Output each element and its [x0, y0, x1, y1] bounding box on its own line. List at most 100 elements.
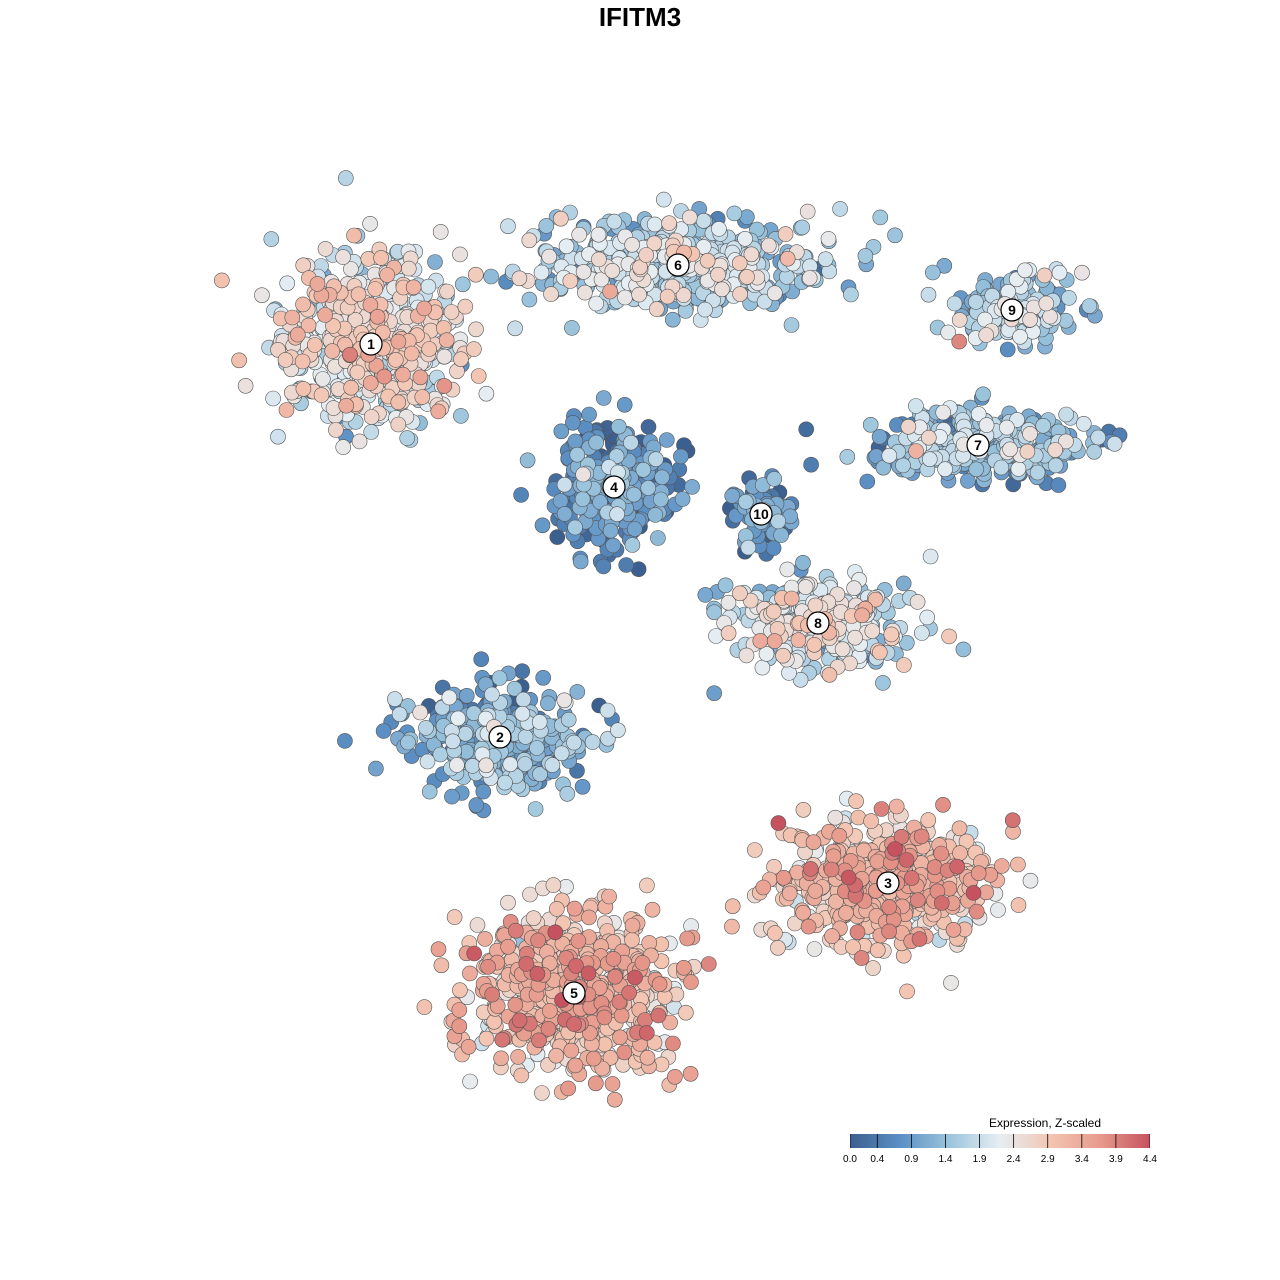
cell-point-cluster-1 — [337, 170, 354, 186]
cell-point-cluster-6 — [779, 250, 796, 267]
cell-point-cluster-5 — [616, 1044, 633, 1061]
cell-point-cluster-3 — [899, 983, 915, 1000]
cell-point-cluster-1 — [335, 249, 351, 265]
cell-point-cluster-5 — [446, 909, 463, 925]
cell-point-cluster-7 — [1050, 477, 1067, 493]
legend-gradient — [850, 1134, 1150, 1148]
cell-point-cluster-4 — [623, 434, 639, 451]
cell-point-cluster-2 — [559, 785, 576, 802]
cluster-label-text: 8 — [814, 615, 822, 631]
cell-point-cluster-2 — [574, 778, 591, 795]
cell-point-cluster-4 — [602, 522, 619, 539]
cell-point-cluster-7 — [1047, 442, 1063, 458]
cell-point-cluster-4 — [616, 396, 633, 413]
cell-point-cluster-7 — [1029, 464, 1046, 481]
cell-point-cluster-8 — [806, 636, 823, 653]
cell-point-cluster-4 — [553, 423, 570, 440]
cell-point-cluster-6 — [783, 317, 800, 333]
cell-point-cluster-6 — [710, 266, 726, 283]
cell-point-cluster-5 — [665, 1035, 681, 1052]
cell-point-cluster-9 — [1042, 308, 1058, 325]
cell-point-cluster-1 — [317, 307, 333, 323]
cell-point-cluster-8 — [797, 579, 814, 595]
cell-point-cluster-5 — [650, 1007, 667, 1024]
cell-point-cluster-6 — [617, 289, 633, 306]
cell-point-cluster-3 — [853, 950, 870, 966]
cell-point-cluster-3 — [881, 923, 897, 940]
cell-point-cluster-7 — [908, 443, 924, 459]
cell-point-cluster-5 — [452, 982, 468, 999]
cell-point-cluster-8 — [717, 577, 734, 594]
cell-point-cluster-1 — [335, 439, 352, 455]
cell-point-cluster-2 — [491, 670, 508, 686]
cell-point-cluster-7 — [1086, 443, 1102, 460]
cell-point-cluster-8 — [766, 633, 783, 649]
cell-point-cluster-4 — [581, 406, 597, 423]
cell-point-cluster-7 — [798, 421, 815, 438]
cell-point-cluster-4 — [595, 558, 612, 575]
cell-point-cluster-2 — [412, 704, 429, 721]
cell-point-cluster-8 — [720, 625, 737, 642]
cell-point-cluster-6 — [483, 268, 499, 285]
cell-point-cluster-3 — [823, 861, 840, 878]
cell-point-cluster-1 — [390, 333, 407, 350]
cell-point-cluster-5 — [580, 965, 597, 982]
cell-point-cluster-1 — [452, 246, 468, 263]
cell-point-cluster-1 — [317, 241, 334, 257]
cell-point-cluster-3 — [903, 870, 920, 886]
cell-point-cluster-8 — [854, 607, 870, 624]
cell-point-cluster-3 — [865, 960, 881, 976]
cell-point-cluster-1 — [277, 352, 294, 368]
cell-point-cluster-3 — [806, 941, 823, 957]
cell-point-cluster-5 — [560, 1080, 577, 1097]
cell-point-cluster-5 — [547, 924, 564, 941]
cell-point-cluster-5 — [548, 901, 565, 917]
cell-point-cluster-2 — [584, 734, 601, 750]
cell-point-cluster-8 — [875, 675, 891, 691]
cell-point-cluster-5 — [451, 1002, 468, 1018]
cell-point-cluster-8 — [779, 561, 796, 578]
cell-point-cluster-5 — [627, 969, 643, 986]
cell-point-cluster-1 — [421, 341, 438, 357]
cell-point-cluster-1 — [420, 278, 437, 295]
cell-point-cluster-2 — [368, 760, 384, 777]
cell-point-cluster-4 — [595, 390, 612, 406]
cell-point-cluster-2 — [599, 702, 616, 719]
cell-point-cluster-3 — [920, 812, 937, 828]
cell-point-cluster-5 — [678, 1004, 694, 1021]
cell-point-cluster-2 — [468, 797, 485, 813]
cell-point-cluster-2 — [531, 714, 548, 730]
cell-point-cluster-2 — [514, 663, 531, 680]
cell-point-cluster-4 — [572, 553, 589, 570]
cell-point-cluster-10 — [770, 513, 787, 530]
cell-point-cluster-6 — [887, 227, 903, 244]
cell-point-cluster-2 — [441, 689, 458, 706]
cell-point-cluster-3 — [952, 845, 968, 861]
cell-point-cluster-1 — [467, 266, 484, 283]
cell-point-cluster-6 — [432, 224, 449, 240]
cell-point-cluster-5 — [433, 957, 450, 974]
cell-point-cluster-4 — [575, 466, 591, 483]
cell-point-cluster-7 — [839, 448, 856, 465]
cell-point-cluster-1 — [350, 286, 367, 303]
cell-point-cluster-3 — [800, 918, 817, 935]
cell-point-cluster-3 — [965, 885, 982, 901]
cell-point-cluster-6 — [924, 264, 941, 281]
cell-point-cluster-1 — [338, 397, 355, 414]
cell-point-cluster-3 — [913, 828, 930, 845]
cell-point-cluster-4 — [618, 557, 635, 573]
cell-point-cluster-4 — [650, 530, 666, 546]
cell-point-cluster-2 — [386, 691, 403, 707]
cell-point-cluster-6 — [817, 251, 834, 268]
cell-point-cluster-2 — [556, 692, 573, 709]
cluster-label-5: 5 — [562, 981, 586, 1005]
cell-point-cluster-5 — [607, 968, 623, 985]
cell-point-cluster-6 — [777, 226, 794, 242]
cell-point-cluster-8 — [706, 685, 723, 702]
cell-point-cluster-2 — [400, 734, 416, 751]
cell-point-cluster-6 — [538, 218, 555, 234]
cell-point-cluster-9 — [1051, 264, 1068, 281]
cell-point-cluster-5 — [612, 1029, 628, 1046]
cell-point-cluster-8 — [732, 585, 748, 602]
cell-point-cluster-3 — [724, 898, 741, 915]
